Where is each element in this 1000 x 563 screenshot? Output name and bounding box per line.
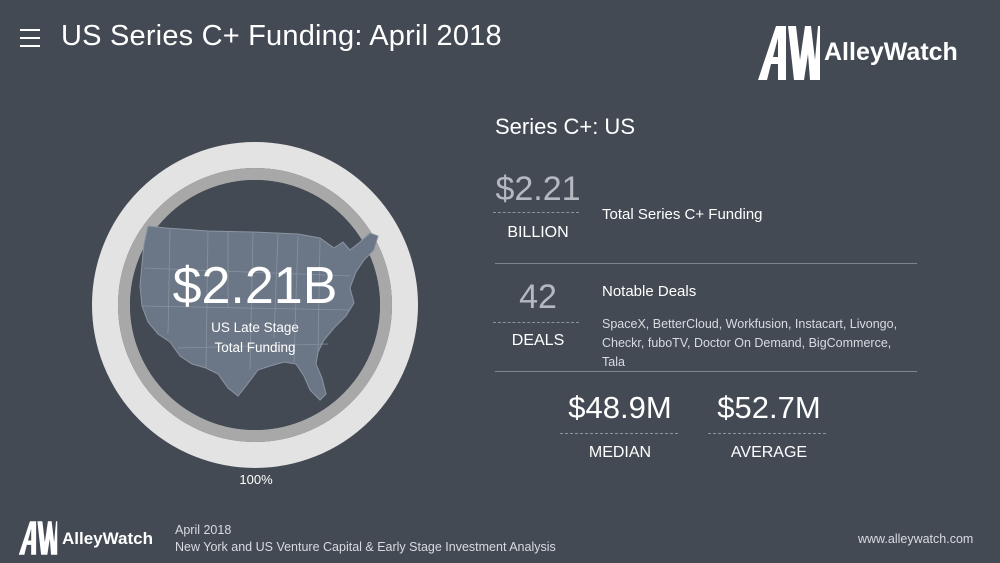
funding-divider (493, 212, 579, 213)
notable-deals-list: SpaceX, BetterCloud, Workfusion, Instaca… (602, 317, 898, 369)
median-value: $48.9M (568, 390, 672, 425)
logo-wordmark: AlleyWatch (824, 38, 958, 66)
section-divider (495, 263, 917, 264)
average-divider (708, 433, 826, 434)
deals-count: 42 (519, 278, 557, 316)
page-title: US Series C+ Funding: April 2018 (61, 20, 502, 52)
funding-ring-chart (92, 142, 418, 468)
funding-value: $2.21 (495, 170, 581, 208)
deals-unit: DEALS (511, 332, 565, 349)
footer-date: April 2018 (175, 523, 232, 537)
ring-caption: US Late Stage Total Funding (170, 318, 340, 358)
median-divider (560, 433, 678, 434)
alleywatch-logo[interactable]: AlleyWatch (758, 24, 976, 84)
median-unit: MEDIAN (588, 444, 652, 461)
deals-divider (493, 322, 579, 323)
footer-description: New York and US Venture Capital & Early … (175, 540, 556, 554)
aw-logo-mark-icon (18, 521, 58, 555)
ring-inner (118, 168, 392, 442)
us-map-icon (139, 225, 379, 401)
footer-url-link[interactable]: www.alleywatch.com (858, 532, 974, 546)
ring-caption-line1: US Late Stage (211, 320, 299, 335)
funding-label: Total Series C+ Funding (602, 206, 763, 223)
footer-logo-wordmark: AlleyWatch (62, 529, 154, 548)
average-value: $52.7M (717, 390, 821, 425)
funding-unit: BILLION (507, 224, 569, 241)
hamburger-menu-icon[interactable] (20, 29, 40, 47)
aw-logo-mark-icon (758, 26, 820, 80)
ring-total-value: $2.21B (172, 257, 338, 315)
ring-caption-line2: Total Funding (214, 340, 296, 355)
ring-outer (92, 142, 418, 468)
ring-percent-label: 100% (239, 472, 273, 487)
average-unit: AVERAGE (730, 444, 808, 461)
footer-logo[interactable]: AlleyWatch (18, 520, 163, 556)
notable-deals-label: Notable Deals (602, 283, 697, 300)
section-divider (495, 371, 917, 372)
section-title: Series C+: US (495, 114, 635, 139)
